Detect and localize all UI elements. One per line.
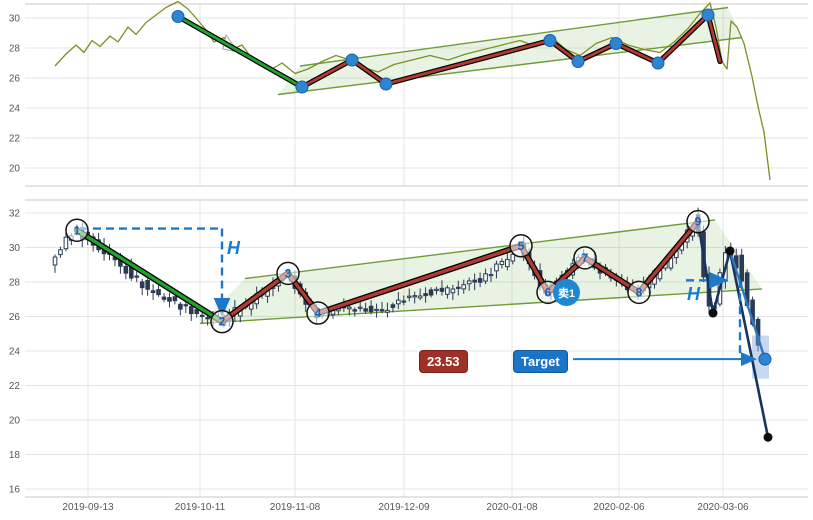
pivot-circle-3 — [276, 261, 300, 286]
y-axis-tick-label: 30 — [9, 243, 21, 254]
pivot-number: 1 — [74, 223, 81, 237]
pivot-circle-9 — [686, 209, 710, 234]
x-axis-tick-label: 2020-02-06 — [593, 502, 645, 513]
downtrend-line — [176, 15, 304, 89]
pivot-dot — [543, 34, 557, 47]
y-axis-tick-label: 26 — [9, 74, 21, 85]
y-axis-tick-label: 18 — [9, 450, 21, 461]
x-axis-tick-label: 2019-09-13 — [62, 502, 114, 513]
pivot-number: 7 — [582, 251, 589, 265]
y-axis-tick-label: 26 — [9, 312, 21, 323]
y-axis-tick-label: 32 — [9, 209, 21, 220]
pivot-dot — [571, 55, 585, 68]
grid: 2019-09-13 2019-10-11 2019-11-08 2019-12-09… — [9, 3, 808, 513]
pivot-number: 6 — [545, 285, 552, 299]
price-target-value-label: 23.53 — [419, 350, 468, 373]
pivot-number: 8 — [636, 285, 643, 299]
x-axis-tick-label: 2019-11-08 — [270, 502, 321, 513]
channel-lower-line — [277, 36, 743, 96]
pivot-dot — [379, 77, 393, 91]
y-axis-tick-label: 30 — [9, 14, 21, 25]
y-axis-tick-label: 16 — [9, 485, 21, 496]
y-axis-tick-label: 20 — [9, 416, 21, 427]
y-axis-tick-label: 28 — [9, 44, 21, 55]
y-axis-tick-label: 24 — [9, 347, 21, 358]
forecast-dot — [763, 432, 773, 442]
y-axis-tick-label: 22 — [9, 134, 21, 145]
pivot-circle-5 — [509, 234, 533, 258]
target-dot — [758, 352, 772, 366]
y-axis-tick-label: 28 — [9, 278, 21, 289]
pivot-dot — [701, 8, 715, 22]
pivot-number: 9 — [695, 215, 702, 229]
pivot-dot — [171, 10, 185, 23]
channel-upper-line — [244, 219, 716, 280]
pivot-circle-4 — [306, 301, 330, 325]
detail-panel: 1 2 3 4 5 6 7 8 9 — [52, 207, 773, 442]
pivot-dot — [609, 37, 623, 50]
y-axis-tick-label: 22 — [9, 381, 21, 392]
forecast-blue-line — [728, 250, 767, 360]
x-axis-tick-label: 2020-03-06 — [697, 502, 749, 513]
forecast-dot — [708, 308, 718, 318]
channel-lower-line — [199, 288, 763, 325]
pivot-number: 3 — [285, 266, 292, 280]
pivot-circle-7 — [573, 246, 597, 270]
overview-panel — [54, 0, 771, 181]
x-axis-tick-label: 2019-10-11 — [175, 502, 226, 513]
x-axis-tick-label: 2019-12-09 — [378, 502, 430, 513]
pivot-dot — [295, 80, 309, 94]
y-axis-tick-label: 20 — [9, 164, 21, 175]
pivot-dot — [345, 53, 359, 67]
pivot-circle-2 — [210, 309, 234, 334]
pivot-circle-1 — [65, 218, 89, 242]
pivot-number: 4 — [315, 306, 322, 320]
target-label: Target — [513, 350, 568, 373]
pivot-dot — [651, 56, 665, 70]
y-axis-tick-label: 24 — [9, 104, 21, 115]
h-measure-label-1: H — [227, 238, 240, 258]
sell-signal-badge: 卖1 — [553, 279, 580, 306]
pivot-number: 2 — [219, 315, 226, 329]
h-measure-label-2: H — [687, 284, 700, 304]
pivot-circle-8 — [627, 280, 651, 305]
pivot-number: 5 — [518, 239, 525, 253]
x-axis-tick-label: 2020-01-08 — [486, 502, 538, 513]
channel-upper-line — [299, 6, 729, 67]
price-line — [54, 0, 771, 181]
downtrend-line — [75, 228, 224, 324]
forecast-dot — [725, 246, 735, 256]
